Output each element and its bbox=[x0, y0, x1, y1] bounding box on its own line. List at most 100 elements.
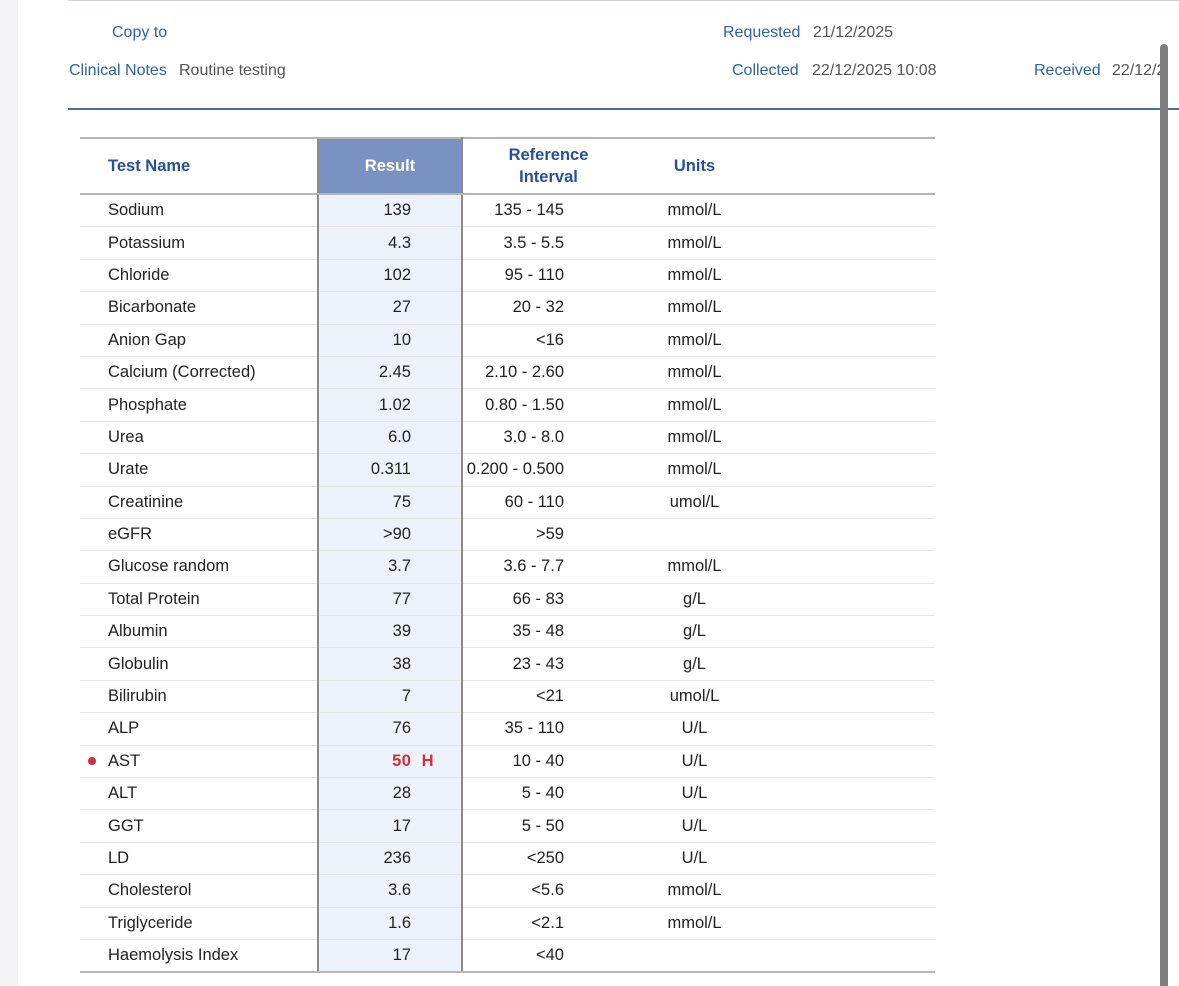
result-value: 0.311 bbox=[370, 460, 411, 479]
test-name: Potassium bbox=[108, 233, 186, 252]
row-spacer-cell bbox=[755, 259, 935, 293]
result-value: 4.3 bbox=[388, 233, 411, 252]
table-row: Urea 6.0 3.0 - 8.0 mmol/L bbox=[80, 421, 935, 455]
reference-interval-cell: 35 - 48 bbox=[462, 615, 634, 649]
table-row: Chloride 102 95 - 110 mmol/L bbox=[80, 259, 935, 293]
units-cell: g/L bbox=[634, 615, 755, 649]
test-name: Anion Gap bbox=[108, 330, 186, 349]
units-cell: mmol/L bbox=[634, 453, 755, 487]
row-spacer-cell bbox=[755, 421, 935, 455]
units-cell bbox=[634, 939, 755, 974]
test-name: LD bbox=[108, 849, 130, 867]
row-spacer-cell bbox=[755, 680, 935, 714]
reference-interval-cell: 10 - 40 bbox=[462, 745, 634, 779]
test-name-cell: Urate bbox=[80, 453, 318, 487]
table-row: GGT 17 5 - 50 U/L bbox=[80, 809, 935, 843]
units-cell: umol/L bbox=[634, 680, 755, 714]
requested-value: 21/12/2025 bbox=[813, 24, 894, 41]
header-divider bbox=[68, 108, 1179, 110]
reference-interval-cell: 60 - 110 bbox=[462, 486, 634, 519]
test-name: ALT bbox=[108, 784, 138, 803]
row-spacer-cell bbox=[755, 388, 935, 422]
reference-interval-cell: 3.0 - 8.0 bbox=[462, 421, 634, 455]
column-header-test-name[interactable]: Test Name bbox=[80, 137, 318, 195]
result-cell: 50 H bbox=[317, 745, 463, 779]
results-body: Sodium 139 135 - 145 mmol/L Potassium 4.3 3.5 … bbox=[80, 194, 935, 974]
units-cell: mmol/L bbox=[634, 550, 755, 584]
result-cell: 1.6 bbox=[317, 907, 463, 940]
table-row: ALT 28 5 - 40 U/L bbox=[80, 777, 935, 811]
test-name: Urea bbox=[108, 427, 144, 446]
received-label: Received bbox=[1034, 62, 1101, 79]
table-row: Bilirubin 7 <21 umol/L bbox=[80, 680, 935, 714]
row-spacer-cell bbox=[755, 324, 935, 357]
table-row: ALP 76 35 - 110 U/L bbox=[80, 712, 935, 746]
result-cell: 7 bbox=[317, 680, 463, 714]
reference-interval-cell: 0.80 - 1.50 bbox=[462, 388, 634, 422]
test-name-cell: Creatinine bbox=[80, 486, 318, 519]
units-cell: mmol/L bbox=[634, 194, 755, 228]
row-spacer-cell bbox=[755, 291, 935, 325]
column-header-units[interactable]: Units bbox=[634, 137, 755, 195]
result-cell: 75 bbox=[317, 486, 463, 519]
reference-interval-cell: 0.200 - 0.500 bbox=[462, 453, 634, 487]
units-cell: mmol/L bbox=[634, 421, 755, 455]
result-value: 77 bbox=[392, 589, 411, 608]
result-cell: 6.0 bbox=[317, 421, 463, 455]
clinical-notes-label: Clinical Notes bbox=[69, 62, 167, 79]
row-spacer-cell bbox=[755, 583, 935, 617]
result-value: 1.02 bbox=[378, 395, 411, 414]
result-cell: 3.6 bbox=[317, 874, 463, 908]
test-name-cell: Urea bbox=[80, 421, 318, 455]
vertical-scrollbar[interactable] bbox=[1160, 44, 1168, 986]
test-name-cell: Glucose random bbox=[80, 550, 318, 584]
reference-interval-cell: 66 - 83 bbox=[462, 583, 634, 617]
result-cell: 76 bbox=[317, 712, 463, 746]
reference-interval-cell: 2.10 - 2.60 bbox=[462, 356, 634, 390]
row-spacer-cell bbox=[755, 842, 935, 876]
reference-interval-cell: <40 bbox=[462, 939, 634, 974]
test-name: Total Protein bbox=[108, 589, 200, 608]
result-cell: 17 bbox=[317, 809, 463, 843]
test-name-cell: AST bbox=[80, 745, 318, 779]
table-row: eGFR >90 >59 bbox=[80, 518, 935, 552]
copy-to-link[interactable]: Copy to bbox=[112, 24, 168, 41]
table-row: Sodium 139 135 - 145 mmol/L bbox=[80, 194, 935, 228]
column-header-spacer bbox=[755, 137, 935, 195]
units-cell: U/L bbox=[634, 809, 755, 843]
collected-value: 22/12/2025 10:08 bbox=[812, 62, 937, 79]
row-spacer-cell bbox=[755, 907, 935, 940]
units-cell: mmol/L bbox=[634, 226, 755, 260]
result-value: 3.7 bbox=[388, 557, 411, 576]
result-cell: >90 bbox=[317, 518, 463, 552]
reference-interval-cell: <5.6 bbox=[462, 874, 634, 908]
test-name-cell: Triglyceride bbox=[80, 907, 318, 940]
test-name-cell: Cholesterol bbox=[80, 874, 318, 908]
ref-header-line2: Interval bbox=[519, 168, 578, 186]
column-header-result[interactable]: Result bbox=[317, 137, 463, 195]
test-name: Cholesterol bbox=[108, 881, 192, 900]
reference-interval-cell: <21 bbox=[462, 680, 634, 714]
results-table: Test Name Result Reference Interval Units… bbox=[80, 137, 935, 974]
result-value: 10 bbox=[392, 330, 411, 349]
test-name-cell: Bilirubin bbox=[80, 680, 318, 714]
test-name-cell: Total Protein bbox=[80, 583, 318, 617]
result-cell: 4.3 bbox=[317, 226, 463, 260]
reference-interval-cell: <16 bbox=[462, 324, 634, 357]
test-name-cell: Albumin bbox=[80, 615, 318, 649]
units-cell: mmol/L bbox=[634, 291, 755, 325]
reference-interval-cell: 3.6 - 7.7 bbox=[462, 550, 634, 584]
table-row: Triglyceride 1.6 <2.1 mmol/L bbox=[80, 907, 935, 940]
ref-header-line1: Reference bbox=[508, 146, 589, 164]
result-cell: 102 bbox=[317, 259, 463, 293]
reference-interval-cell: 3.5 - 5.5 bbox=[462, 226, 634, 260]
units-cell: mmol/L bbox=[634, 324, 755, 357]
test-name-cell: eGFR bbox=[80, 518, 318, 552]
column-header-reference-interval[interactable]: Reference Interval bbox=[462, 137, 634, 195]
test-name: ALP bbox=[108, 719, 140, 738]
result-cell: 77 bbox=[317, 583, 463, 617]
result-value: >90 bbox=[383, 525, 411, 544]
units-cell: U/L bbox=[634, 777, 755, 811]
result-cell: 28 bbox=[317, 777, 463, 811]
